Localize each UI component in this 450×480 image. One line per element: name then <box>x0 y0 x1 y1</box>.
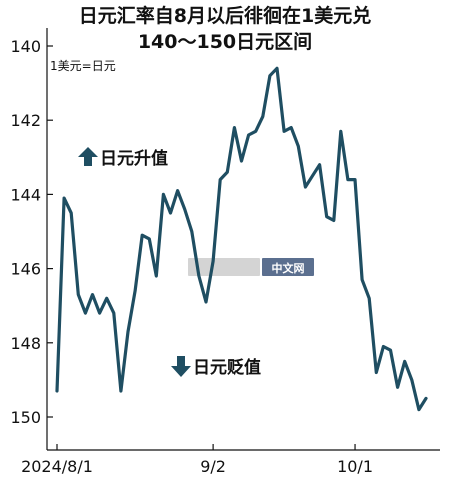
depreciation-label: 日元贬值 <box>193 357 261 378</box>
x-tick-label: 2024/8/1 <box>21 457 93 476</box>
unit-note: 1美元=日元 <box>50 59 116 73</box>
appreciation-label: 日元升值 <box>100 148 168 169</box>
y-tick-label: 144 <box>10 185 41 204</box>
y-tick-label: 142 <box>10 111 41 130</box>
appreciation-annotation: 日元升值 <box>78 147 168 169</box>
watermark: 中文网 <box>188 258 314 276</box>
x-tick-label: 9/2 <box>200 457 226 476</box>
depreciation-annotation: 日元贬值 <box>171 356 261 378</box>
y-tick-label: 140 <box>10 37 41 56</box>
y-tick-label: 150 <box>10 408 41 427</box>
watermark-logo <box>188 258 260 276</box>
x-tick-label: 10/1 <box>337 457 373 476</box>
down-arrow-icon <box>171 356 191 377</box>
watermark-badge <box>262 258 314 276</box>
series <box>55 66 428 412</box>
y-tick-label: 146 <box>10 260 41 279</box>
chart-title: 日元汇率自8月以后徘徊在1美元兑 <box>78 5 372 27</box>
axes: 140 142 144 146 148 150 2024/8/1 9/2 10/1 <box>10 28 440 476</box>
chart-subtitle: 140～150日元区间 <box>137 31 313 53</box>
y-tick-label: 148 <box>10 334 41 353</box>
watermark-text: 中文网 <box>272 261 305 275</box>
up-arrow-icon <box>78 147 98 166</box>
